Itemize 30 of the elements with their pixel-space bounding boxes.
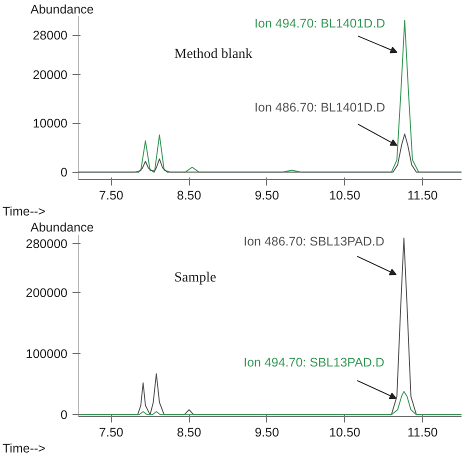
x-tick-label: 11.50	[407, 426, 438, 440]
y-axis-title: Abundance	[30, 2, 94, 16]
annotation: Sample	[174, 270, 216, 286]
x-axis-title: Time-->	[2, 442, 46, 455]
y-tick-label: 10000	[32, 116, 68, 131]
y-tick-label: 0	[60, 408, 68, 422]
x-tick-label: 9.50	[254, 188, 280, 202]
x-axis-title: Time-->	[2, 204, 46, 218]
annotation: Method blank	[174, 47, 252, 62]
x-tick-label: 8.50	[176, 188, 202, 202]
y-tick-label: 0	[60, 166, 68, 180]
text: Ion 486.70: BL1401D.D	[254, 100, 386, 114]
x-tick-label: 10.50	[329, 188, 360, 202]
y-tick-label: 200000	[26, 286, 68, 300]
x-tick-label: 8.50	[176, 426, 202, 440]
x-tick-label: 7.50	[99, 426, 124, 440]
y-tick-label: 28000	[32, 28, 68, 43]
x-tick-label: 11.50	[407, 188, 438, 202]
line-series	[78, 390, 462, 416]
series-label: Ion 494.70: BL1401D.D	[254, 16, 386, 30]
x-tick-label: 10.50	[329, 426, 360, 440]
y-tick-label: 280000	[26, 237, 68, 252]
x-tick-label: 7.50	[99, 188, 124, 202]
y-axis-title: Abundance	[30, 220, 94, 234]
line-series	[78, 133, 462, 173]
y-tick-label: 20000	[32, 68, 68, 82]
x-tick-label: 9.50	[254, 426, 280, 440]
series-label: Ion 486.70: SBL13PAD.D	[244, 234, 384, 248]
text: Ion 494.70: SBL13PAD.D	[244, 356, 384, 370]
y-tick-label: 100000	[26, 347, 68, 362]
